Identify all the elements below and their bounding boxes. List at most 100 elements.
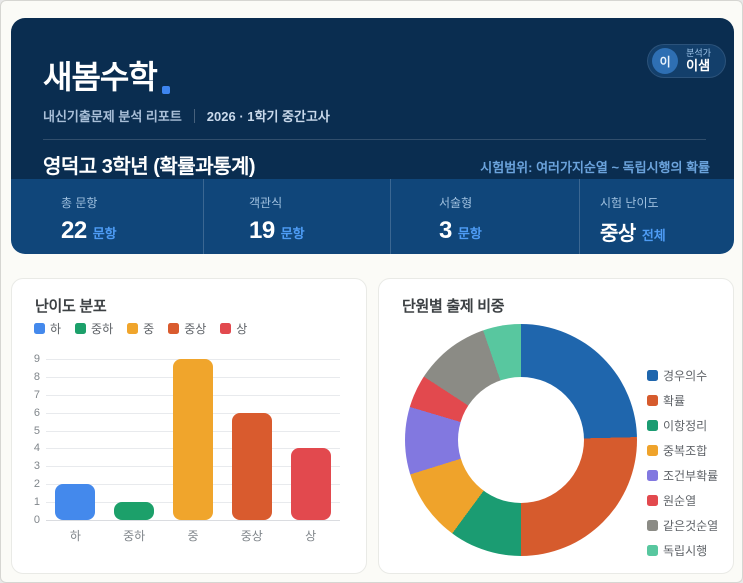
stat-suffix: 전체	[641, 228, 666, 243]
exam-title: 영덕고 3학년 (확률과통계)	[43, 156, 256, 178]
report-type-label: 내신기출문제 분석 리포트	[43, 109, 182, 124]
legend-label: 확률	[663, 394, 686, 408]
legend-label: 중	[143, 322, 155, 336]
brand-dot-icon	[161, 86, 170, 94]
header-panel: 새봄수학 이 분석가 이샘 내신기출문제 분석 리포트 2026 · 1학기 중…	[11, 18, 734, 179]
stat-col-0: 총 문항 22 문항	[11, 179, 203, 254]
stat-value: 3	[439, 217, 452, 244]
legend-swatch-icon	[75, 323, 87, 334]
stat-suffix: 문항	[457, 226, 482, 241]
analyst-role-label: 분석가	[686, 47, 711, 58]
legend-swatch-icon	[34, 323, 45, 334]
legend-swatch-icon	[168, 323, 180, 334]
x-axis-label: 하	[69, 529, 81, 543]
legend-swatch-icon	[647, 420, 658, 431]
header-divider-line	[43, 139, 706, 140]
legend-swatch-icon	[647, 545, 658, 556]
legend-item-중상[interactable]: 중상	[168, 320, 206, 337]
stat-label: 시험 난이도	[600, 196, 659, 210]
legend-swatch-icon	[127, 323, 139, 334]
legend-label: 같은것순열	[663, 519, 719, 533]
legend-label: 원순열	[663, 494, 697, 508]
legend-item-중하[interactable]: 중하	[75, 320, 113, 337]
bar-상[interactable]	[290, 448, 331, 520]
report-subtitle-row: 내신기출문제 분석 리포트 2026 · 1학기 중간고사	[43, 106, 330, 125]
legend-label: 상	[236, 322, 248, 336]
legend-swatch-icon	[647, 520, 658, 531]
legend-label: 독립시행	[663, 544, 708, 558]
stat-value: 19	[249, 217, 275, 244]
y-axis-tick: 2	[33, 478, 40, 491]
legend-label: 이항정리	[663, 419, 708, 433]
stat-col-1: 객관식 19 문항	[203, 179, 390, 254]
legend-item-중[interactable]: 중	[127, 320, 154, 337]
exam-range-label: 시험범위: 여러가지순열 ~ 독립시행의 확률	[480, 160, 710, 175]
y-axis-tick: 5	[33, 424, 40, 437]
stat-label: 객관식	[249, 196, 283, 210]
legend-swatch-icon	[647, 470, 658, 481]
y-axis-tick: 6	[33, 406, 40, 419]
avatar: 이	[652, 48, 679, 74]
y-axis-tick: 8	[33, 370, 40, 383]
legend-item-같은것순열[interactable]: 같은것순열	[647, 517, 718, 534]
y-axis-tick: 4	[33, 442, 40, 455]
legend-item-경우의수[interactable]: 경우의수	[647, 367, 718, 384]
units-card-title: 단원별 출제 비중	[402, 298, 505, 315]
bar-중[interactable]	[173, 359, 213, 520]
stat-label: 서술형	[439, 196, 473, 210]
difficulty-card-title: 난이도 분포	[35, 298, 107, 315]
analyst-name: 이샘	[686, 57, 711, 73]
legend-label: 경우의수	[663, 369, 708, 383]
stat-value: 22	[61, 217, 87, 244]
bar-중상[interactable]	[231, 412, 272, 520]
analyst-badge[interactable]: 이 분석가 이샘	[647, 44, 726, 78]
bar-하[interactable]	[55, 484, 96, 520]
legend-item-조건부확률[interactable]: 조건부확률	[647, 467, 718, 484]
y-axis-tick: 1	[33, 496, 40, 509]
y-axis-tick: 9	[33, 353, 40, 365]
legend-label: 조건부확률	[663, 469, 719, 483]
stat-suffix: 문항	[280, 226, 305, 241]
legend-swatch-icon	[220, 323, 232, 334]
legend-item-확률[interactable]: 확률	[647, 392, 718, 409]
stat-col-2: 서술형 3 문항	[390, 179, 579, 254]
bar-중하[interactable]	[114, 502, 155, 520]
legend-label: 중복조합	[663, 444, 708, 458]
donut-hole	[458, 377, 584, 503]
brand-row: 새봄수학	[43, 52, 170, 98]
legend-swatch-icon	[647, 395, 658, 406]
x-axis-label: 상	[305, 529, 317, 543]
difficulty-card: 0 1 2 3 4 5 6 7 8 9 하 중하 중 중상 상 난이도 분포 하 중하 중 중상 상	[11, 278, 367, 574]
term-label: 2026 · 1학기 중간고사	[206, 109, 330, 124]
y-axis-tick: 0	[33, 514, 40, 526]
stat-label: 총 문항	[61, 196, 98, 210]
legend-item-하[interactable]: 하	[34, 320, 61, 337]
legend-label: 중상	[184, 322, 207, 336]
units-donut-chart[interactable]	[405, 324, 637, 556]
legend-swatch-icon	[647, 370, 658, 381]
subtitle-divider	[193, 108, 195, 123]
legend-item-독립시행[interactable]: 독립시행	[647, 542, 718, 559]
legend-item-중복조합[interactable]: 중복조합	[647, 442, 718, 459]
legend-swatch-icon	[647, 495, 658, 506]
y-axis-tick: 7	[33, 388, 40, 401]
legend-item-이항정리[interactable]: 이항정리	[647, 417, 718, 434]
stat-suffix: 문항	[92, 226, 117, 241]
brand-title: 새봄수학	[43, 59, 158, 95]
x-axis-label: 중상	[240, 529, 263, 543]
difficulty-bar-chart: 0 1 2 3 4 5 6 7 8 9 하 중하 중 중상 상	[12, 279, 368, 575]
stat-value: 중상	[600, 223, 636, 245]
legend-label: 중하	[91, 322, 114, 336]
legend-label: 하	[50, 322, 62, 336]
x-axis-label: 중	[187, 529, 199, 543]
y-axis-tick: 3	[33, 460, 40, 473]
gridline	[46, 520, 340, 521]
difficulty-legend: 하 중하 중 중상 상	[34, 320, 247, 337]
legend-item-원순열[interactable]: 원순열	[647, 492, 718, 509]
legend-item-상[interactable]: 상	[220, 320, 247, 337]
legend-swatch-icon	[647, 445, 658, 456]
